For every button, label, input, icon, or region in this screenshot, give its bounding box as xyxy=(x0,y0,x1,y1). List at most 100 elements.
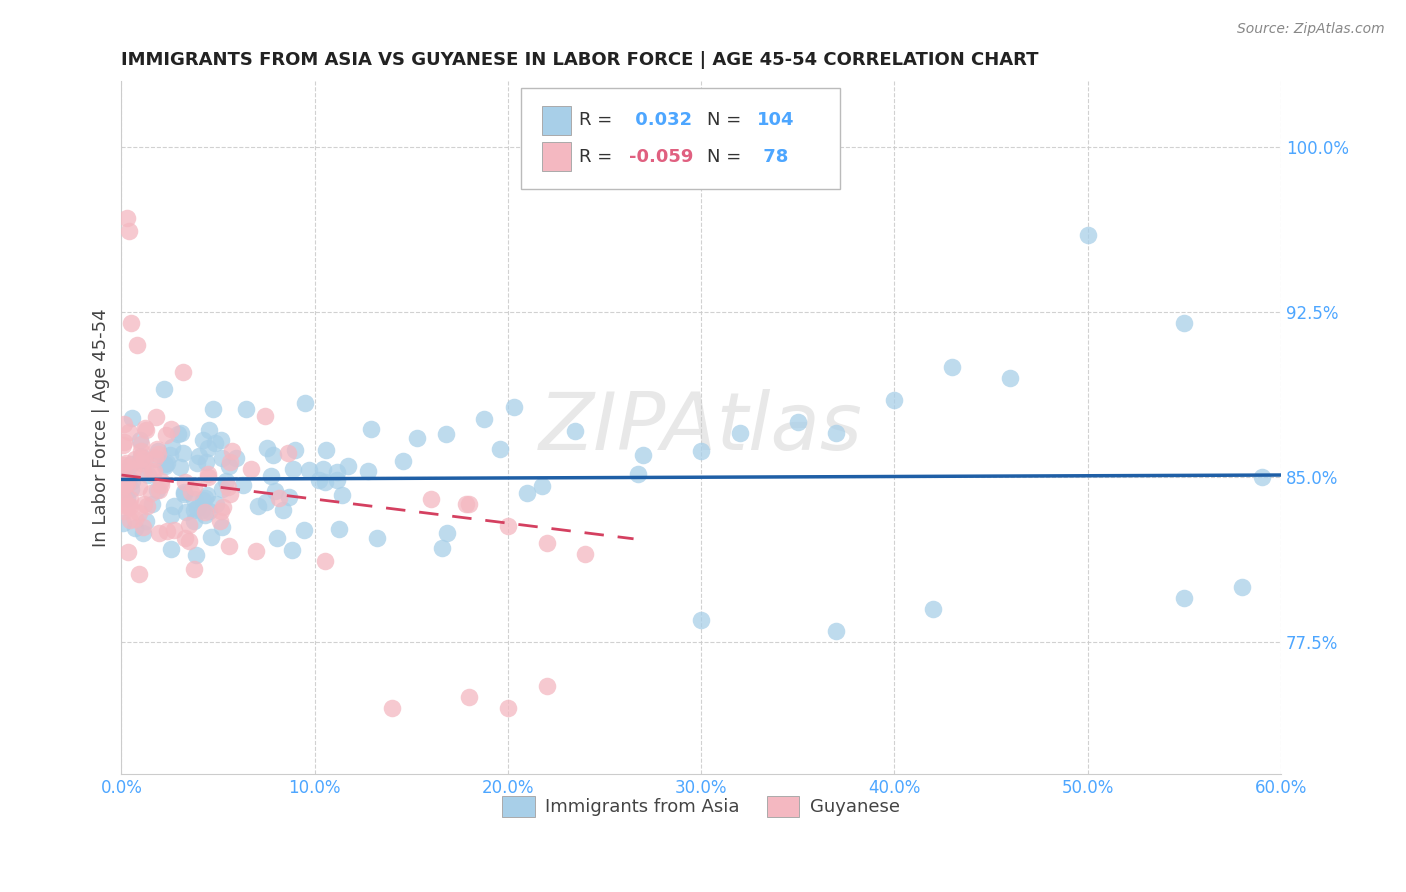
Point xyxy=(631,448,654,462)
Point xyxy=(326,473,349,487)
Point xyxy=(1000,371,1022,385)
Point xyxy=(941,360,963,375)
Point xyxy=(148,483,170,498)
Point xyxy=(219,487,242,501)
Point xyxy=(132,525,155,540)
Point xyxy=(152,382,174,396)
Point xyxy=(536,536,558,550)
Point xyxy=(191,493,214,508)
Point xyxy=(246,499,269,513)
Point xyxy=(277,491,299,505)
Point xyxy=(516,486,538,500)
Point xyxy=(217,480,239,494)
Point xyxy=(1077,228,1099,243)
Point xyxy=(124,451,146,466)
Point xyxy=(128,480,150,494)
Point xyxy=(1173,591,1195,606)
Point xyxy=(253,409,276,423)
Point xyxy=(209,504,232,518)
Point xyxy=(825,426,848,441)
Point xyxy=(221,444,243,458)
Point xyxy=(262,448,284,462)
Point xyxy=(173,485,195,500)
Point xyxy=(204,498,226,512)
Point xyxy=(183,514,205,528)
Point xyxy=(180,485,202,500)
Point xyxy=(419,492,441,507)
Text: 104: 104 xyxy=(756,112,794,129)
Point xyxy=(150,477,173,491)
FancyBboxPatch shape xyxy=(543,143,571,171)
Point xyxy=(198,504,221,518)
Point xyxy=(326,465,349,479)
Point xyxy=(135,514,157,528)
Point xyxy=(284,443,307,458)
Point xyxy=(115,500,138,514)
Point xyxy=(472,412,495,426)
Point xyxy=(155,427,177,442)
Point xyxy=(883,393,905,408)
Point xyxy=(163,499,186,513)
Point xyxy=(132,464,155,478)
Point xyxy=(356,464,378,478)
Point xyxy=(135,423,157,437)
Point xyxy=(1250,470,1272,484)
Point xyxy=(160,508,183,522)
Point xyxy=(211,482,233,496)
Point xyxy=(186,456,208,470)
Point xyxy=(434,426,457,441)
Point xyxy=(120,499,142,513)
Point xyxy=(139,485,162,500)
Point xyxy=(183,503,205,517)
Point xyxy=(125,338,148,352)
Point xyxy=(183,481,205,495)
Point xyxy=(211,451,233,466)
Point xyxy=(129,449,152,463)
Point xyxy=(138,467,160,482)
Point xyxy=(169,459,191,474)
Text: ZIPAtlas: ZIPAtlas xyxy=(540,389,863,467)
Point xyxy=(112,478,135,492)
Text: N =: N = xyxy=(707,112,747,129)
Point xyxy=(360,422,382,436)
Point xyxy=(239,462,262,476)
Point xyxy=(264,483,287,498)
Point xyxy=(132,452,155,467)
Point xyxy=(430,541,453,556)
Point xyxy=(176,505,198,519)
Point xyxy=(167,427,190,442)
Text: N =: N = xyxy=(707,148,747,166)
Point xyxy=(148,526,170,541)
Point xyxy=(194,508,217,522)
Point xyxy=(392,454,415,468)
Point xyxy=(142,465,165,479)
Point xyxy=(112,434,135,449)
Point xyxy=(312,462,335,476)
Point xyxy=(496,701,519,715)
Text: -0.059: -0.059 xyxy=(630,148,693,166)
Point xyxy=(489,442,512,456)
Point xyxy=(254,494,277,508)
Point xyxy=(129,450,152,465)
Point xyxy=(330,488,353,502)
Point xyxy=(436,525,458,540)
Point xyxy=(574,547,596,561)
Point xyxy=(195,488,218,502)
Point xyxy=(120,482,142,496)
Text: R =: R = xyxy=(579,112,619,129)
Point xyxy=(211,519,233,533)
Point xyxy=(208,514,231,528)
Point xyxy=(1232,580,1254,594)
FancyBboxPatch shape xyxy=(522,88,841,189)
Point xyxy=(298,463,321,477)
Point xyxy=(564,424,586,438)
Point xyxy=(536,679,558,693)
Point xyxy=(197,467,219,481)
Point xyxy=(112,504,135,518)
Text: Source: ZipAtlas.com: Source: ZipAtlas.com xyxy=(1237,22,1385,37)
Point xyxy=(118,425,141,439)
Text: R =: R = xyxy=(579,148,619,166)
Point xyxy=(122,462,145,476)
Point xyxy=(204,436,226,450)
FancyBboxPatch shape xyxy=(543,105,571,135)
